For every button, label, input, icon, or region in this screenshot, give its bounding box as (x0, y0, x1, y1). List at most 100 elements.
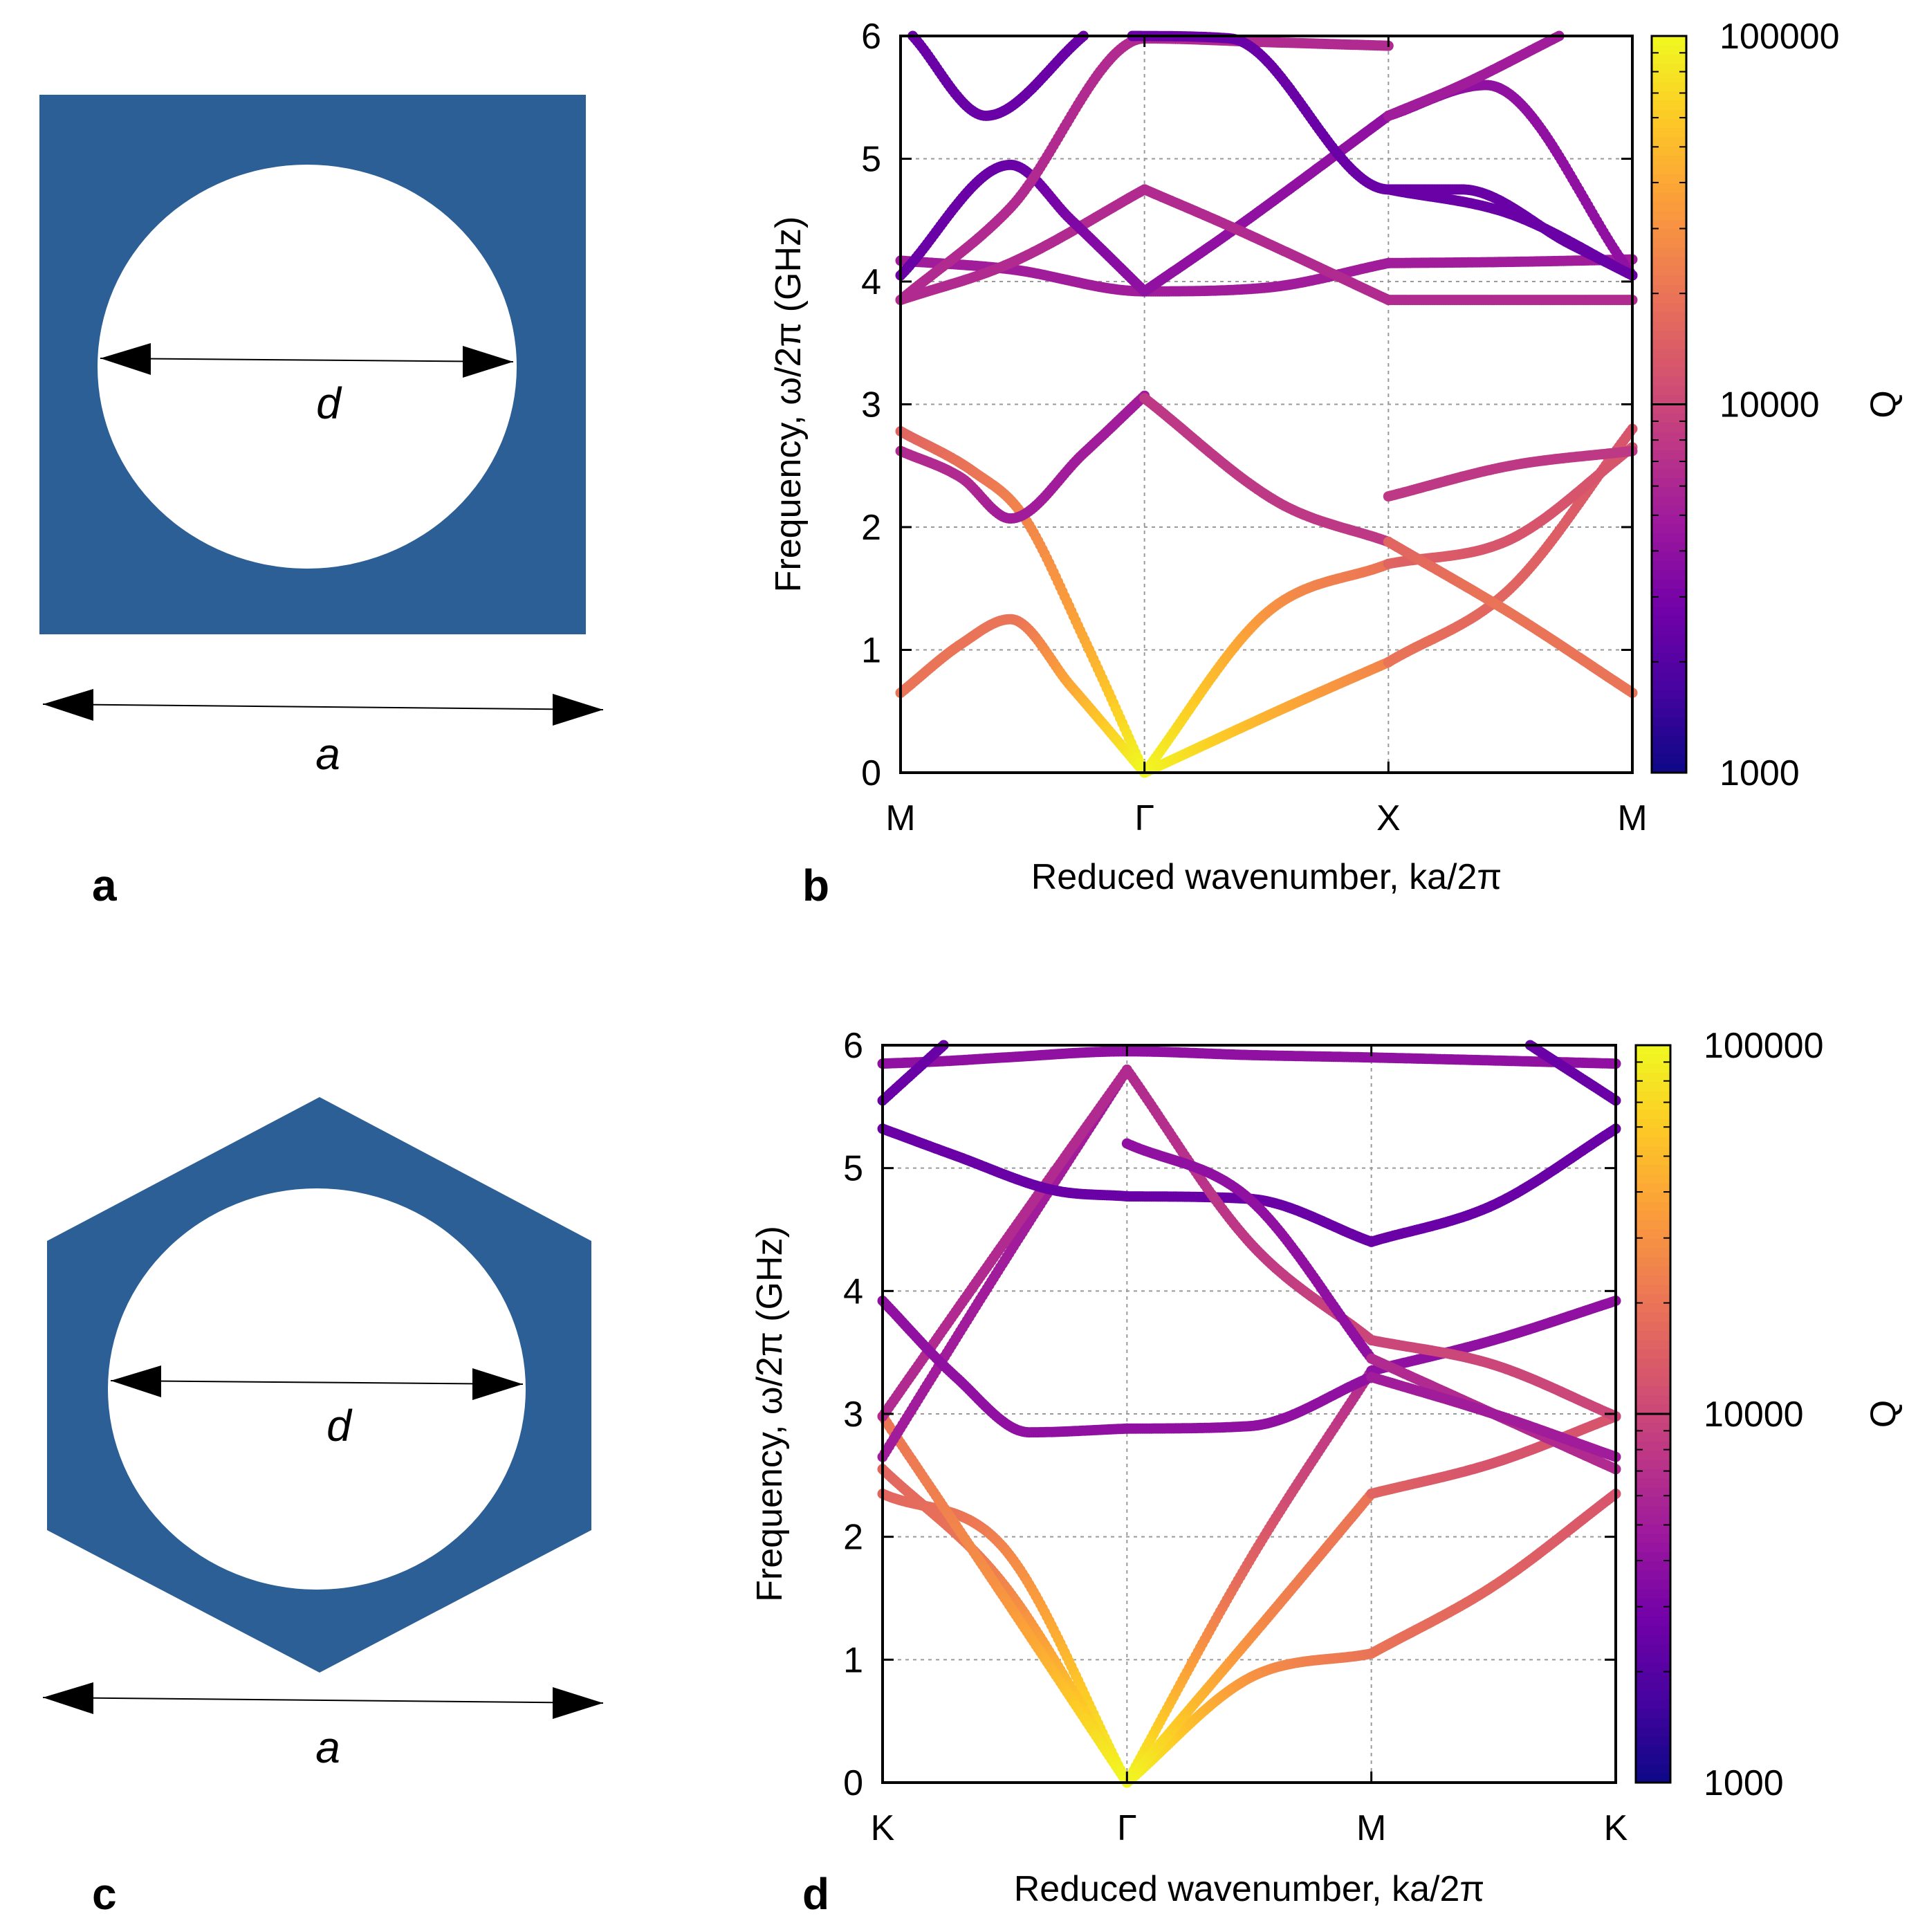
y-tick-label: 5 (861, 140, 881, 180)
series-band1 (877, 1489, 1132, 1788)
colorbar-segment (1652, 598, 1686, 607)
a-dimension-line (42, 1697, 604, 1704)
colorbar-segment (1652, 690, 1686, 700)
colorbar-segment (1652, 726, 1686, 737)
d-dimension-line (110, 1380, 524, 1385)
a-arrow-left-icon (43, 689, 93, 721)
series-band9 (877, 1040, 949, 1106)
colorbar-segment (1652, 634, 1686, 645)
series-band12 (1121, 1489, 1377, 1788)
a-label: a (315, 1722, 340, 1772)
colorbar-segment (1652, 349, 1686, 359)
colorbar-segment (1652, 266, 1686, 276)
circular-hole (98, 165, 517, 569)
colorbar-segment (1652, 73, 1686, 83)
colorbar-segment (1652, 754, 1686, 764)
panel-a: d a a (39, 95, 604, 910)
colorbar-segment (1652, 275, 1686, 286)
colorbar-segment (1652, 385, 1686, 396)
series-band17 (1366, 1489, 1621, 1659)
colorbar-segment (1652, 156, 1686, 165)
colorbar-segment (1652, 137, 1686, 147)
colorbar-segment (1652, 128, 1686, 138)
panel-c: d a c (42, 1097, 604, 1919)
colorbar-segment (1652, 745, 1686, 755)
colorbar-segment (1652, 358, 1686, 368)
x-tick-label: M (885, 798, 915, 838)
colorbar-segment (1652, 505, 1686, 515)
colorbar-tick-label: 10000 (1719, 385, 1820, 425)
colorbar-segment (1652, 82, 1686, 92)
colorbar-segment (1652, 468, 1686, 479)
y-tick-label: 2 (861, 508, 881, 548)
y-tick-label: 3 (861, 385, 881, 425)
series-band8 (877, 1046, 1621, 1069)
series-band7 (877, 1123, 1132, 1202)
a-arrow-right-icon (553, 1687, 603, 1719)
colorbar-segment (1652, 643, 1686, 654)
colorbar-segment (1652, 165, 1686, 175)
colorbar-segment (1652, 183, 1686, 193)
colorbar-segment (1652, 551, 1686, 562)
d-dimension-line (100, 358, 514, 362)
colorbar-segment (1652, 404, 1686, 414)
colorbar-segment (1652, 331, 1686, 340)
colorbar-segment (1652, 579, 1686, 589)
colorbar-segment (1652, 340, 1686, 350)
x-axis-label: Reduced wavenumber, ka/2π (1031, 857, 1502, 897)
colorbar-segment (1652, 192, 1686, 203)
series-band16 (1383, 445, 1638, 502)
colorbar-segment (1652, 367, 1686, 378)
colorbar-segment (1652, 293, 1686, 304)
d-label: d (316, 378, 342, 428)
colorbar-segment (1652, 699, 1686, 709)
colorbar-segment (1652, 450, 1686, 460)
x-tick-label: Γ (1134, 798, 1154, 838)
y-tick-label: 6 (861, 17, 881, 57)
series-band6 (895, 159, 1150, 297)
colorbar-segment (1652, 229, 1686, 239)
colorbar-segment (1652, 441, 1686, 451)
series-band3 (877, 1411, 1132, 1788)
series-band12 (1139, 656, 1394, 778)
d-arrow-right-icon (472, 1368, 523, 1400)
colorbar-segment (1652, 146, 1686, 156)
colorbar-segment (1652, 560, 1686, 571)
colorbar-segment (1652, 312, 1686, 322)
colorbar-segment (1652, 201, 1686, 212)
colorbar-segment (1652, 533, 1686, 543)
colorbar-segment (1652, 680, 1686, 690)
colorbar-segment (1652, 524, 1686, 534)
d-arrow-right-icon (463, 346, 513, 378)
colorbar-segment (1652, 662, 1686, 672)
series-band4 (895, 255, 1394, 297)
circular-hole (108, 1188, 526, 1590)
colorbar-segment (1652, 708, 1686, 718)
colorbar-segment (1652, 248, 1686, 258)
d-arrow-left-icon (100, 343, 151, 375)
y-tick-label: 1 (861, 631, 881, 671)
series-band5 (895, 184, 1150, 306)
series-band16 (1121, 1138, 1377, 1364)
colorbar-label: Q (1863, 390, 1903, 418)
series-band13 (1383, 423, 1638, 668)
series-band8 (1139, 184, 1394, 306)
colorbar-segment (1652, 36, 1686, 46)
colorbar-segment (1652, 210, 1686, 221)
x-tick-label: X (1376, 798, 1401, 838)
colorbar-segment (1652, 118, 1686, 129)
a-dimension-line (42, 703, 604, 710)
colorbar-segment (1652, 257, 1686, 267)
series-band17 (1383, 295, 1638, 306)
y-axis-label: Frequency, ω/2π (GHz) (768, 217, 809, 593)
colorbar-segment (1652, 303, 1686, 313)
a-label: a (315, 729, 340, 779)
series-band5 (877, 1065, 1132, 1422)
colorbar-segment (1652, 735, 1686, 746)
series-band20 (1383, 80, 1638, 281)
colorbar-segment (1652, 515, 1686, 525)
band-points (895, 30, 1638, 778)
colorbar-segment (1652, 100, 1686, 111)
